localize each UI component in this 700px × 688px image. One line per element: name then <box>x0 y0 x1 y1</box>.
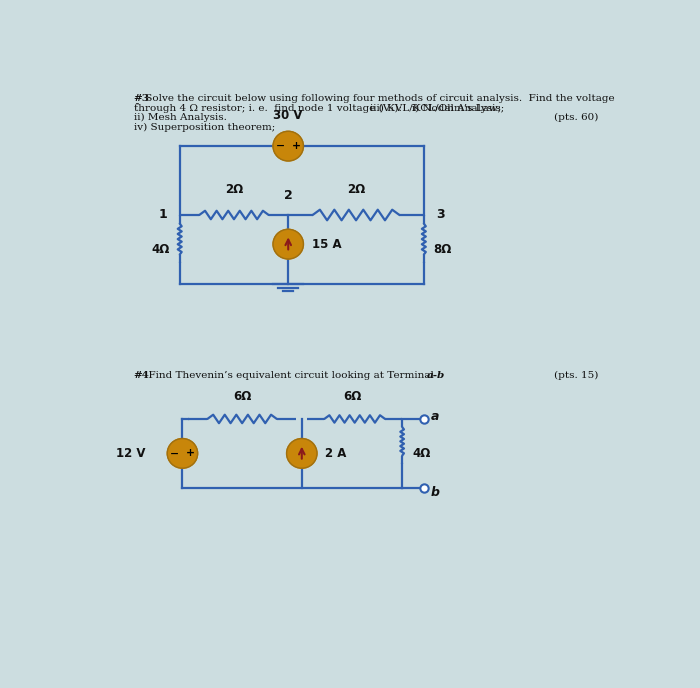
Text: Find Thevenin’s equivalent circuit looking at Terminal: Find Thevenin’s equivalent circuit looki… <box>141 372 437 380</box>
Text: Solve the circuit below using following four methods of circuit analysis.  Find : Solve the circuit below using following … <box>141 94 615 103</box>
Text: (pts. 60): (pts. 60) <box>554 114 598 122</box>
Text: #4: #4 <box>134 372 150 380</box>
Text: through 4 Ω resistor; i. e.  find node 1 voltage (V₁):   i) Nodal Analysis;: through 4 Ω resistor; i. e. find node 1 … <box>134 104 504 113</box>
Text: −: − <box>276 141 285 151</box>
Text: 2 A: 2 A <box>325 447 346 460</box>
Text: iv) Superposition theorem;: iv) Superposition theorem; <box>134 123 275 132</box>
Text: 3: 3 <box>436 208 445 222</box>
Circle shape <box>273 131 303 161</box>
Text: a-b: a-b <box>426 372 444 380</box>
Text: iii) KVL/KCL/Ohm’s Law;: iii) KVL/KCL/Ohm’s Law; <box>370 104 500 113</box>
Text: b: b <box>431 486 440 499</box>
Text: +: + <box>186 449 195 458</box>
Text: ii) Mesh Analysis.: ii) Mesh Analysis. <box>134 114 227 122</box>
Circle shape <box>167 438 197 469</box>
Text: #3: #3 <box>134 94 150 103</box>
Text: +: + <box>292 141 300 151</box>
Text: −: − <box>170 449 179 458</box>
Text: 30 V: 30 V <box>274 109 303 122</box>
Text: a: a <box>431 410 440 423</box>
Text: 6Ω: 6Ω <box>343 390 361 403</box>
Text: 2Ω: 2Ω <box>347 184 365 197</box>
Text: 2: 2 <box>284 189 293 202</box>
Circle shape <box>273 229 303 259</box>
Text: 1: 1 <box>159 208 168 222</box>
Circle shape <box>286 438 317 469</box>
Text: 6Ω: 6Ω <box>233 390 251 403</box>
Text: 15 A: 15 A <box>312 237 341 250</box>
Text: (pts. 15): (pts. 15) <box>554 372 598 380</box>
Text: 2Ω: 2Ω <box>225 184 243 197</box>
Text: 8Ω: 8Ω <box>434 243 452 256</box>
Text: 4Ω: 4Ω <box>412 447 430 460</box>
Text: 4Ω: 4Ω <box>152 243 170 256</box>
Text: 12 V: 12 V <box>116 447 146 460</box>
